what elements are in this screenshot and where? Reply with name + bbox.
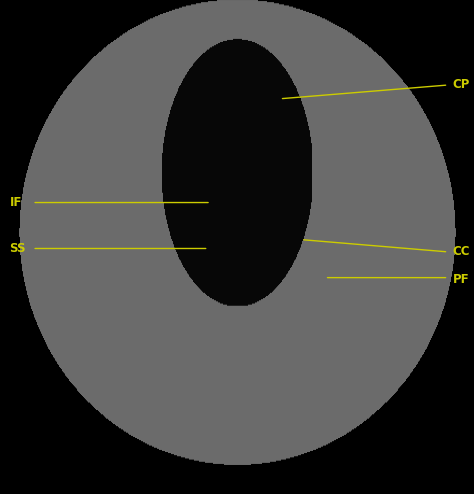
Text: IF: IF (9, 196, 22, 209)
Text: A: A (9, 470, 20, 485)
Text: CP: CP (453, 79, 470, 91)
Text: PF: PF (453, 273, 469, 286)
Text: CC: CC (453, 246, 470, 258)
Text: SS: SS (9, 242, 26, 255)
